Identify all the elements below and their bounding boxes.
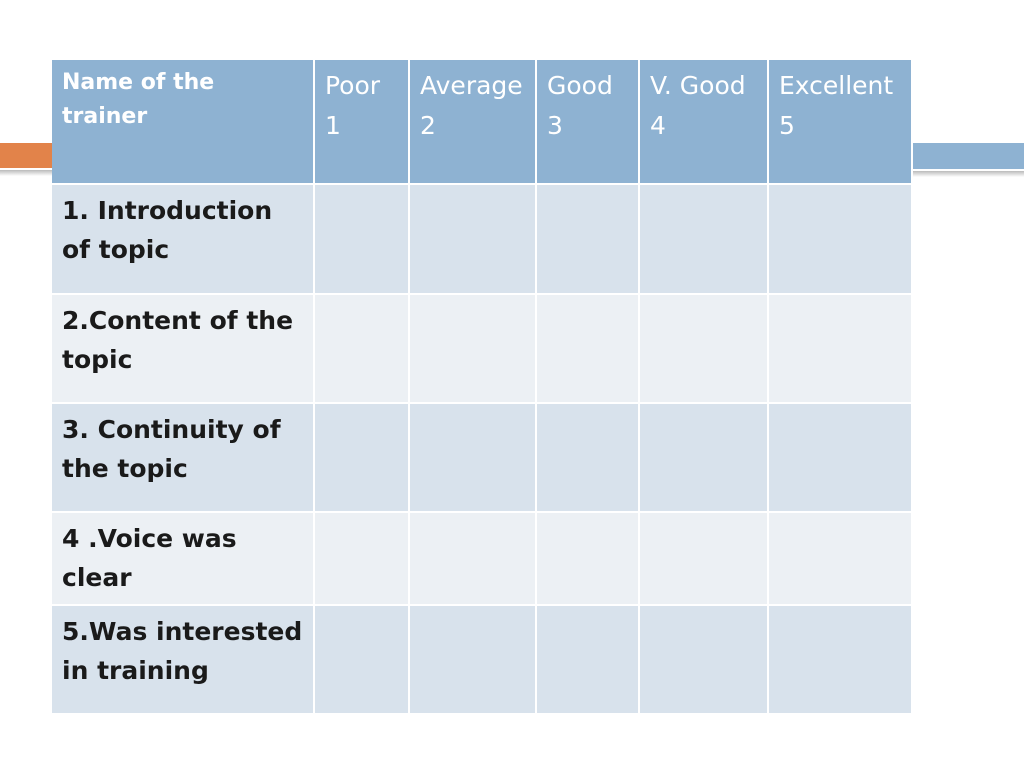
rating-cell (410, 404, 537, 513)
header-label: Good (547, 71, 613, 100)
rating-cell (769, 404, 913, 513)
shadow-line (913, 171, 1024, 177)
header-label: Average (420, 71, 523, 100)
rating-cell (315, 606, 410, 715)
header-score: 2 (420, 111, 436, 140)
rating-cell (410, 185, 537, 295)
rating-cell (315, 513, 410, 606)
header-label: Name of the trainer (62, 70, 215, 129)
rating-cell (640, 295, 769, 404)
rating-cell (640, 185, 769, 295)
header-cell: Excellent 5 (769, 60, 913, 185)
row-label-cell: 4 .Voice was clear (52, 513, 315, 606)
row-label: 1. Introduction of topic (62, 196, 273, 264)
header-cell: Good 3 (537, 60, 640, 185)
header-cell: Poor 1 (315, 60, 410, 185)
rating-cell (769, 295, 913, 404)
header-score: 1 (325, 111, 341, 140)
row-label: 4 .Voice was clear (62, 524, 237, 592)
header-cell: Name of the trainer (52, 60, 315, 185)
rating-cell (640, 606, 769, 715)
rating-cell (410, 606, 537, 715)
header-score: 3 (547, 111, 563, 140)
row-label-cell: 2.Content of the topic (52, 295, 315, 404)
blue-bar (913, 143, 1024, 169)
header-cell: Average 2 (410, 60, 537, 185)
shadow-line (0, 170, 52, 176)
rating-cell (315, 295, 410, 404)
rating-cell (537, 295, 640, 404)
rating-cell (315, 185, 410, 295)
header-label: V. Good (650, 71, 746, 100)
rating-cell (537, 404, 640, 513)
header-score: 5 (779, 111, 795, 140)
rating-cell (640, 404, 769, 513)
row-label: 2.Content of the topic (62, 306, 294, 374)
rating-cell (769, 513, 913, 606)
rating-cell (769, 606, 913, 715)
rating-cell (410, 513, 537, 606)
orange-bar (0, 143, 52, 168)
header-score: 4 (650, 111, 666, 140)
header-label: Poor (325, 71, 381, 100)
rating-cell (640, 513, 769, 606)
rating-cell (537, 185, 640, 295)
rating-cell (537, 513, 640, 606)
rating-cell (315, 404, 410, 513)
rating-cell (769, 185, 913, 295)
row-label: 3. Continuity of the topic (62, 415, 281, 483)
row-label-cell: 5.Was interested in training (52, 606, 315, 715)
header-cell: V. Good 4 (640, 60, 769, 185)
row-label-cell: 3. Continuity of the topic (52, 404, 315, 513)
row-label: 5.Was interested in training (62, 617, 303, 685)
header-label: Excellent (779, 71, 894, 100)
rating-cell (410, 295, 537, 404)
rating-cell (537, 606, 640, 715)
row-label-cell: 1. Introduction of topic (52, 185, 315, 295)
